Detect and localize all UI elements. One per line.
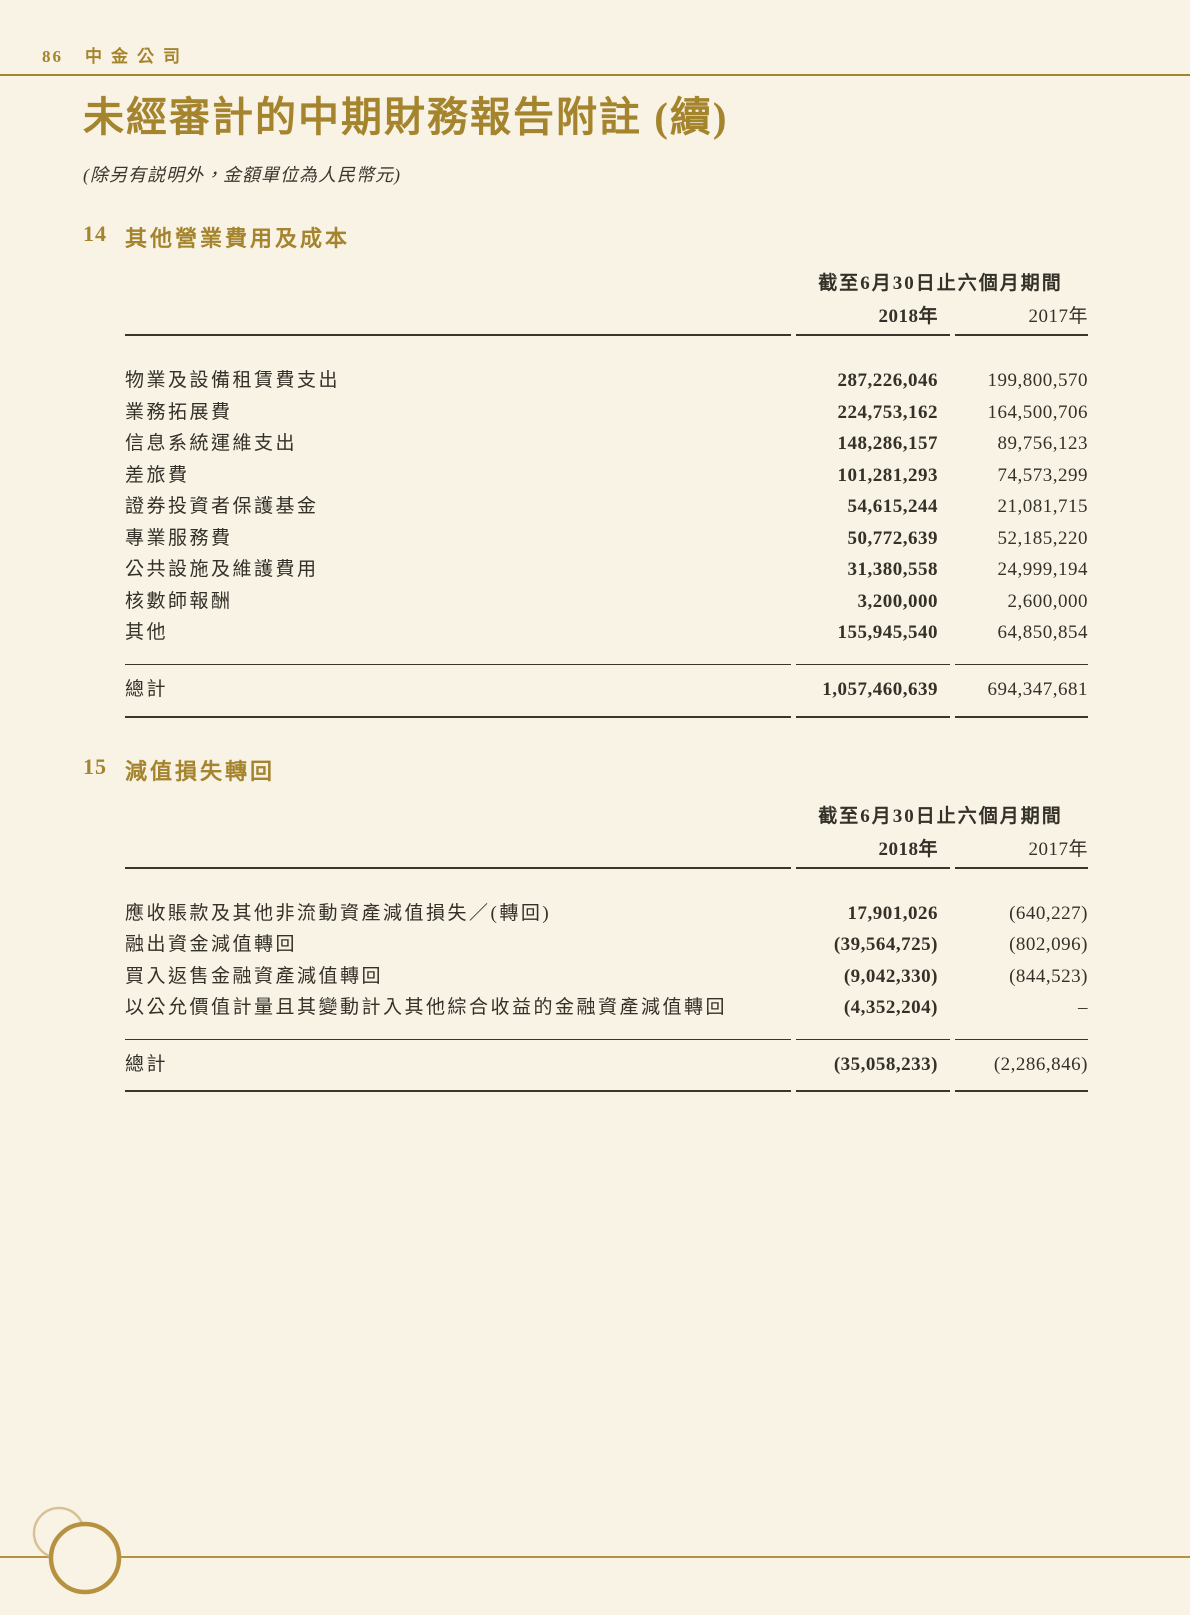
row-value-2017: 164,500,706 — [987, 401, 1088, 423]
row-label: 物業及設備租賃費支出 — [125, 370, 341, 392]
row-value-2017: 64,850,854 — [997, 622, 1088, 644]
row-value-2018: (9,042,330) — [843, 965, 938, 987]
row-label: 買入返售金融資產減值轉回 — [125, 965, 384, 987]
table-total-row: 總計 (35,058,233) (2,286,846) — [125, 1040, 1088, 1091]
table-row: 應收賬款及其他非流動資產減值損失／(轉回) 17,901,026 (640,22… — [125, 898, 1088, 930]
row-value-2018: (4,352,204) — [843, 997, 938, 1019]
document-subtitle: (除另有説明外，金額單位為人民幣元) — [83, 165, 401, 186]
total-label: 總計 — [125, 679, 169, 701]
table-row: 業務拓展費 224,753,162 164,500,706 — [125, 397, 1088, 429]
table-row: 核數師報酬 3,200,000 2,600,000 — [125, 586, 1088, 618]
table-row: 買入返售金融資產減值轉回 (9,042,330) (844,523) — [125, 961, 1088, 993]
page-number: 86 — [42, 47, 63, 66]
row-label: 以公允價值計量且其變動計入其他綜合收益的金融資產減值轉回 — [125, 997, 728, 1019]
table-rule — [125, 1038, 1088, 1040]
table-row: 其他 155,945,540 64,850,854 — [125, 617, 1088, 649]
row-value-2017: 24,999,194 — [997, 559, 1088, 581]
table-rule — [125, 715, 1088, 718]
table-rule — [125, 1090, 1088, 1093]
page-header: 86 中金公司 — [42, 42, 189, 67]
table-row: 差旅費 101,281,293 74,573,299 — [125, 460, 1088, 492]
total-value-2018: 1,057,460,639 — [822, 679, 938, 701]
row-value-2018: 50,772,639 — [847, 527, 938, 549]
row-value-2018: 155,945,540 — [837, 622, 938, 644]
footer-divider — [0, 1556, 1190, 1558]
col-header-2017: 2017年 — [1028, 838, 1088, 860]
row-value-2017: (844,523) — [1009, 965, 1088, 987]
row-label: 公共設施及維護費用 — [125, 559, 319, 581]
row-value-2018: 224,753,162 — [837, 401, 938, 423]
period-header: 截至6月30日止六個月期間 — [818, 273, 1063, 295]
document-title: 未經審計的中期財務報告附註 (續) — [83, 94, 729, 140]
row-value-2018: 287,226,046 — [837, 370, 938, 392]
table-body: 應收賬款及其他非流動資產減值損失／(轉回) 17,901,026 (640,22… — [125, 869, 1088, 1039]
row-value-2018: 101,281,293 — [837, 464, 938, 486]
company-name: 中金公司 — [85, 47, 189, 66]
table-row: 物業及設備租賃費支出 287,226,046 199,800,570 — [125, 365, 1088, 397]
section-number: 14 — [83, 221, 107, 247]
period-header: 截至6月30日止六個月期間 — [818, 805, 1063, 827]
col-header-2018: 2018年 — [878, 838, 938, 860]
section-title: 減值損失轉回 — [125, 758, 276, 784]
table-rule — [125, 663, 1088, 666]
impairment-table: 截至6月30日止六個月期間 2018年 2017年 應收賬款及其他非流動資產減值… — [125, 800, 1088, 1093]
table-row: 融出資金減值轉回 (39,564,725) (802,096) — [125, 929, 1088, 961]
row-value-2018: 31,380,558 — [847, 559, 938, 581]
row-value-2017: (640,227) — [1009, 902, 1088, 924]
row-label: 其他 — [125, 622, 169, 644]
main-content: 未經審計的中期財務報告附註 (續) (除另有説明外，金額單位為人民幣元) 14 … — [83, 92, 1088, 1093]
row-value-2017: (802,096) — [1009, 934, 1088, 956]
section-14: 14 其他營業費用及成本 截至6月30日止六個月期間 2018年 2017年 物… — [83, 221, 1088, 718]
row-label: 差旅費 — [125, 464, 190, 486]
row-label: 核數師報酬 — [125, 590, 233, 612]
section-number: 15 — [83, 753, 107, 779]
row-value-2017: 74,573,299 — [997, 464, 1088, 486]
row-value-2018: 3,200,000 — [857, 590, 938, 612]
row-label: 信息系統運維支出 — [125, 433, 298, 455]
total-value-2018: (35,058,233) — [833, 1053, 938, 1075]
row-value-2017: 2,600,000 — [1007, 590, 1088, 612]
table-row: 以公允價值計量且其變動計入其他綜合收益的金融資產減值轉回 (4,352,204)… — [125, 992, 1088, 1024]
row-value-2017: 21,081,715 — [997, 496, 1088, 518]
total-value-2017: (2,286,846) — [993, 1053, 1088, 1075]
row-value-2018: 17,901,026 — [847, 902, 938, 924]
expenses-table: 截至6月30日止六個月期間 2018年 2017年 物業及設備租賃費支出 287… — [125, 267, 1088, 718]
circles-decoration-icon — [32, 1506, 122, 1595]
table-period-header-row: 截至6月30日止六個月期間 — [125, 800, 1088, 832]
row-value-2017: – — [1078, 997, 1088, 1019]
table-rule — [125, 866, 1088, 869]
table-row: 公共設施及維護費用 31,380,558 24,999,194 — [125, 554, 1088, 586]
section-15: 15 減值損失轉回 截至6月30日止六個月期間 2018年 2017年 應收賬款… — [83, 754, 1088, 1093]
row-label: 專業服務費 — [125, 527, 233, 549]
row-value-2017: 52,185,220 — [997, 527, 1088, 549]
table-rule — [125, 334, 1088, 337]
row-value-2017: 199,800,570 — [987, 370, 1088, 392]
row-label: 業務拓展費 — [125, 401, 233, 423]
col-header-2018: 2018年 — [878, 306, 938, 328]
header-divider — [0, 74, 1190, 76]
row-label: 應收賬款及其他非流動資產減值損失／(轉回) — [125, 902, 552, 924]
table-row: 信息系統運維支出 148,286,157 89,756,123 — [125, 428, 1088, 460]
row-value-2017: 89,756,123 — [997, 433, 1088, 455]
row-label: 證券投資者保護基金 — [125, 496, 319, 518]
row-value-2018: (39,564,725) — [833, 934, 938, 956]
table-total-row: 總計 1,057,460,639 694,347,681 — [125, 665, 1088, 716]
table-period-header-row: 截至6月30日止六個月期間 — [125, 267, 1088, 299]
table-year-header-row: 2018年 2017年 — [125, 299, 1088, 334]
section-14-heading: 14 其他營業費用及成本 — [83, 221, 1088, 253]
table-body: 物業及設備租賃費支出 287,226,046 199,800,570 業務拓展費… — [125, 336, 1088, 664]
table-row: 證券投資者保護基金 54,615,244 21,081,715 — [125, 491, 1088, 523]
section-title: 其他營業費用及成本 — [125, 226, 351, 252]
col-header-2017: 2017年 — [1028, 306, 1088, 328]
table-row: 專業服務費 50,772,639 52,185,220 — [125, 523, 1088, 555]
row-value-2018: 54,615,244 — [847, 496, 938, 518]
row-label: 融出資金減值轉回 — [125, 934, 298, 956]
section-15-heading: 15 減值損失轉回 — [83, 754, 1088, 786]
row-value-2018: 148,286,157 — [837, 433, 938, 455]
table-year-header-row: 2018年 2017年 — [125, 832, 1088, 867]
total-value-2017: 694,347,681 — [987, 679, 1088, 701]
total-label: 總計 — [125, 1053, 169, 1075]
